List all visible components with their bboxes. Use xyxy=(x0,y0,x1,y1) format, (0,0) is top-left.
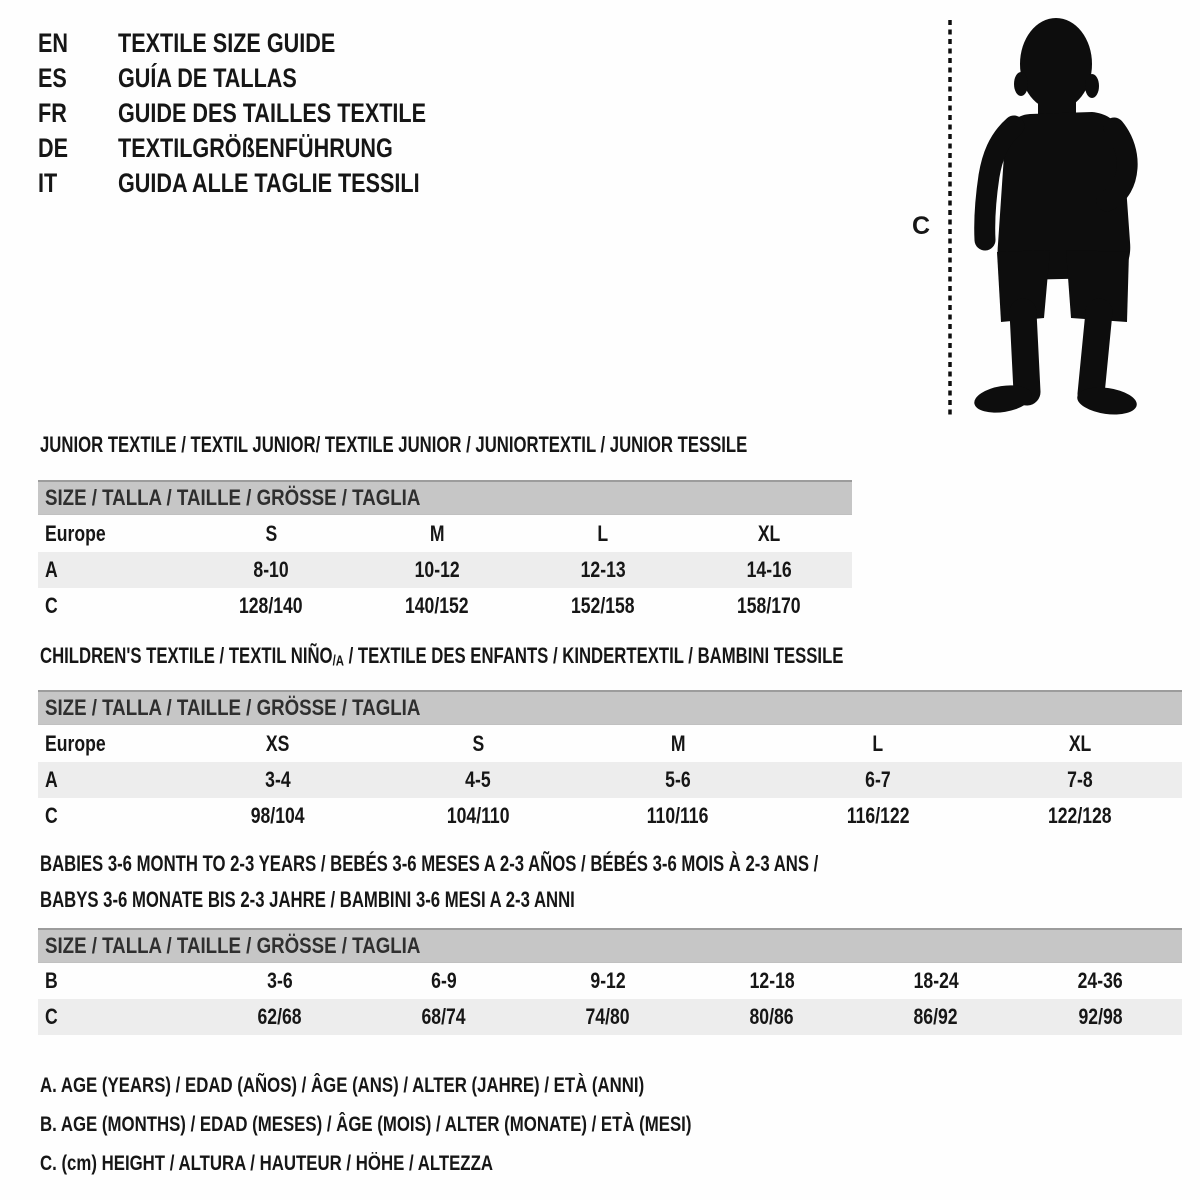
section-title-line2: BABYS 3-6 MONATE BIS 2-3 JAHRE / BAMBINI… xyxy=(40,887,575,912)
column-header-cell: XL xyxy=(1068,730,1092,756)
section-title-babies: BABIES 3-6 MONTH TO 2-3 YEARS / BEBÉS 3-… xyxy=(40,846,1064,918)
row-label: A xyxy=(38,762,178,798)
lang-row-en: EN TEXTILE SIZE GUIDE xyxy=(38,26,503,61)
lang-title: TEXTILGRÖßENFÜHRUNG xyxy=(118,133,393,163)
section-title-line1: BABIES 3-6 MONTH TO 2-3 YEARS / BEBÉS 3-… xyxy=(40,851,819,876)
data-cell: 110/116 xyxy=(647,803,709,828)
title-subscript: /A xyxy=(332,652,344,670)
column-header-cell: M xyxy=(670,730,686,756)
junior-size-table: SIZE / TALLA / TAILLE / GRÖSSE / TAGLIA … xyxy=(38,480,853,624)
column-header-cell: Europe xyxy=(45,520,106,546)
data-cell: 74/80 xyxy=(526,999,690,1035)
toddler-silhouette-figure xyxy=(948,18,1138,415)
lang-title: TEXTILE SIZE GUIDE xyxy=(118,28,336,58)
data-cell: 122/128 xyxy=(1048,803,1112,828)
lang-title: GUIDE DES TAILLES TEXTILE xyxy=(118,98,427,128)
column-header-cell: XS xyxy=(266,730,290,756)
data-cell: 14-16 xyxy=(686,552,853,588)
size-header-bar: SIZE / TALLA / TAILLE / GRÖSSE / TAGLIA xyxy=(38,480,853,515)
data-cell: 4-5 xyxy=(378,762,578,798)
lang-title: GUIDA ALLE TAGLIE TESSILI xyxy=(118,168,420,198)
data-cell: 86/92 xyxy=(854,999,1018,1035)
table-row-c: C 128/140 140/152 152/158 158/170 xyxy=(38,588,852,624)
data-cell: 68/74 xyxy=(362,999,526,1035)
data-cell: 3-6 xyxy=(267,968,293,993)
size-header-bar: SIZE / TALLA / TAILLE / GRÖSSE / TAGLIA xyxy=(38,928,1183,963)
lang-row-es: ES GUÍA DE TALLAS xyxy=(38,61,503,96)
column-header-cell: M xyxy=(429,520,445,546)
toddler-silhouette-icon xyxy=(974,18,1138,415)
row-label: C xyxy=(45,803,58,828)
section-title-text: CHILDREN'S TEXTILE / TEXTIL NIÑO/A / TEX… xyxy=(40,643,844,670)
lang-title: GUÍA DE TALLAS xyxy=(118,63,297,93)
column-header-cell: Europe xyxy=(45,730,106,756)
row-label: C xyxy=(38,999,198,1035)
lang-code: EN xyxy=(38,28,69,58)
column-header-row: Europe S M L XL xyxy=(38,515,852,553)
lang-code: FR xyxy=(38,98,67,128)
table-row-c: C 62/68 68/74 74/80 80/86 86/92 92/98 xyxy=(38,999,1183,1035)
size-header-row: SIZE / TALLA / TAILLE / GRÖSSE / TAGLIA xyxy=(38,480,853,515)
lang-row-it: IT GUIDA ALLE TAGLIE TESSILI xyxy=(38,166,503,201)
lang-row-de: DE TEXTILGRÖßENFÜHRUNG xyxy=(38,131,503,166)
lang-row-fr: FR GUIDE DES TAILLES TEXTILE xyxy=(38,96,503,131)
section-title-text: JUNIOR TEXTILE / TEXTIL JUNIOR/ TEXTILE … xyxy=(40,432,748,457)
data-cell: 5-6 xyxy=(578,762,778,798)
section-title-children: CHILDREN'S TEXTILE / TEXTIL NIÑO/A / TEX… xyxy=(40,643,1097,670)
data-cell: 80/86 xyxy=(690,999,854,1035)
data-cell: 152/158 xyxy=(571,593,635,618)
table-row-a: A 3-4 4-5 5-6 6-7 7-8 xyxy=(38,762,1183,798)
row-label: A xyxy=(38,552,188,588)
column-header-cell: S xyxy=(265,520,277,546)
size-header-text: SIZE / TALLA / TAILLE / GRÖSSE / TAGLIA xyxy=(45,695,421,720)
data-cell: 6-9 xyxy=(431,968,457,993)
data-cell: 6-7 xyxy=(778,762,978,798)
babies-size-table: SIZE / TALLA / TAILLE / GRÖSSE / TAGLIA … xyxy=(38,928,1183,1035)
column-header-cell: L xyxy=(597,520,609,546)
legend: A. AGE (YEARS) / EDAD (AÑOS) / ÂGE (ANS)… xyxy=(40,1066,854,1183)
table-row-c: C 98/104 104/110 110/116 116/122 122/128 xyxy=(38,798,1182,834)
lang-code: IT xyxy=(38,168,58,198)
data-cell: 92/98 xyxy=(1018,999,1183,1035)
row-label: C xyxy=(45,593,58,618)
size-header-row: SIZE / TALLA / TAILLE / GRÖSSE / TAGLIA xyxy=(38,928,1183,963)
data-cell: 98/104 xyxy=(251,803,305,828)
row-label: B xyxy=(45,968,58,993)
data-cell: 12-13 xyxy=(520,552,686,588)
data-cell: 24-36 xyxy=(1077,968,1123,993)
lang-code: DE xyxy=(38,133,69,163)
data-cell: 140/152 xyxy=(405,593,469,618)
size-header-bar: SIZE / TALLA / TAILLE / GRÖSSE / TAGLIA xyxy=(38,690,1183,725)
table-row-b: B 3-6 6-9 9-12 12-18 18-24 24-36 xyxy=(38,963,1182,1000)
size-header-row: SIZE / TALLA / TAILLE / GRÖSSE / TAGLIA xyxy=(38,690,1183,725)
data-cell: 3-4 xyxy=(178,762,378,798)
legend-line-b: B. AGE (MONTHS) / EDAD (MESES) / ÂGE (MO… xyxy=(40,1112,692,1136)
data-cell: 9-12 xyxy=(590,968,626,993)
section-title-junior: JUNIOR TEXTILE / TEXTIL JUNIOR/ TEXTILE … xyxy=(40,432,971,458)
data-cell: 158/170 xyxy=(737,593,801,618)
size-header-text: SIZE / TALLA / TAILLE / GRÖSSE / TAGLIA xyxy=(45,485,421,510)
column-header-cell: L xyxy=(872,730,884,756)
legend-line-a: A. AGE (YEARS) / EDAD (AÑOS) / ÂGE (ANS)… xyxy=(40,1073,645,1097)
size-header-text: SIZE / TALLA / TAILLE / GRÖSSE / TAGLIA xyxy=(45,933,421,958)
column-header-cell: S xyxy=(472,730,484,756)
data-cell: 12-18 xyxy=(749,968,795,993)
data-cell: 10-12 xyxy=(354,552,520,588)
height-label-c: C xyxy=(912,212,931,240)
data-cell: 104/110 xyxy=(446,803,510,828)
data-cell: 8-10 xyxy=(188,552,354,588)
data-cell: 62/68 xyxy=(198,999,362,1035)
data-cell: 18-24 xyxy=(913,968,959,993)
table-row-a: A 8-10 10-12 12-13 14-16 xyxy=(38,552,853,588)
column-header-row: Europe XS S M L XL xyxy=(38,725,1182,763)
column-header-cell: XL xyxy=(757,520,781,546)
children-size-table: SIZE / TALLA / TAILLE / GRÖSSE / TAGLIA … xyxy=(38,690,1183,834)
legend-line-c: C. (cm) HEIGHT / ALTURA / HAUTEUR / HÖHE… xyxy=(40,1151,493,1175)
data-cell: 7-8 xyxy=(978,762,1183,798)
lang-code: ES xyxy=(38,63,67,93)
data-cell: 116/122 xyxy=(846,803,910,828)
language-header: EN TEXTILE SIZE GUIDE ES GUÍA DE TALLAS … xyxy=(38,26,503,201)
data-cell: 128/140 xyxy=(239,593,303,618)
